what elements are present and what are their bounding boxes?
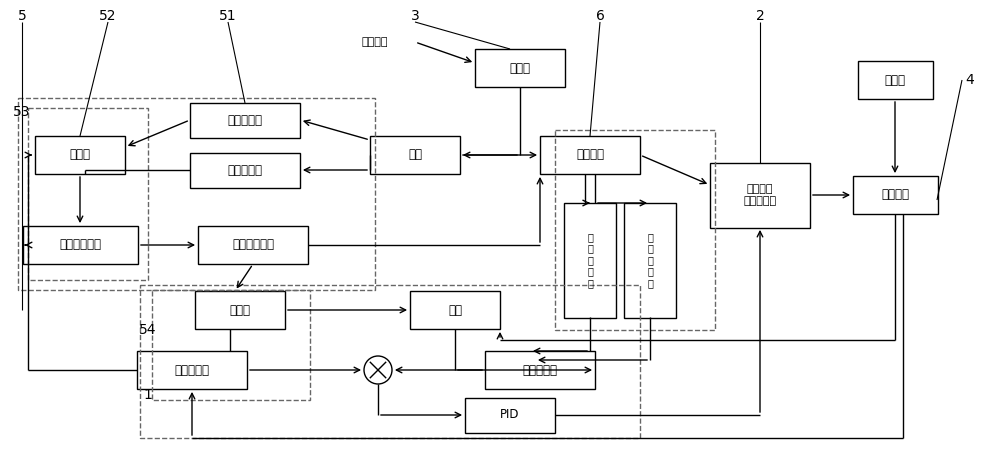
Text: 推理机解模糊: 推理机解模糊 [59,238,101,252]
Text: 2: 2 [756,9,764,23]
Text: 53: 53 [13,105,31,119]
Bar [465,398,555,433]
Text: 油门开度: 油门开度 [576,148,604,162]
Bar [852,176,938,214]
Bar [152,290,310,400]
Text: 踏板: 踏板 [408,148,422,162]
Bar [198,226,308,264]
Text: 动
力
性
模
式: 动 力 性 模 式 [587,232,593,288]
Text: 踏板变化量: 踏板变化量 [228,114,262,127]
Bar [370,136,460,174]
Text: 52: 52 [99,9,117,23]
Text: PID: PID [500,409,520,421]
Bar [35,136,125,174]
Text: 3: 3 [411,9,419,23]
Bar [195,291,285,329]
Text: 车速: 车速 [448,304,462,316]
Bar [540,136,640,174]
Text: 实际传动比: 实际传动比 [175,364,210,376]
Bar [710,163,810,227]
Text: 54: 54 [139,323,157,337]
Text: 外负载: 外负载 [885,74,906,87]
Text: 液压机械
无级变速器: 液压机械 无级变速器 [743,184,777,206]
Text: 驾驶员: 驾驶员 [510,61,530,74]
Text: 1: 1 [144,388,152,402]
Text: 发动机: 发动机 [230,304,250,316]
Bar [858,61,932,99]
Text: 实际油门开度: 实际油门开度 [232,238,274,252]
Bar [555,130,715,330]
Bar [137,351,247,389]
Bar [485,351,595,389]
Text: 外界影响: 外界影响 [362,37,388,47]
Text: 车辆本体: 车辆本体 [881,188,909,202]
Bar [28,108,148,280]
Bar [410,291,500,329]
Bar [18,98,375,290]
Text: 踏板变化率: 踏板变化率 [228,163,262,177]
Bar [22,226,138,264]
Text: 目标传动比: 目标传动比 [522,364,558,376]
Bar [140,285,640,438]
Text: 5: 5 [18,9,26,23]
Text: 6: 6 [596,9,604,23]
Bar [624,202,676,317]
Text: 模糊化: 模糊化 [70,148,90,162]
Bar [190,103,300,138]
Text: 4: 4 [966,73,974,87]
Bar [564,202,616,317]
Bar [475,49,565,87]
Bar [190,153,300,188]
Text: 51: 51 [219,9,237,23]
Text: 经
济
性
模
式: 经 济 性 模 式 [647,232,653,288]
